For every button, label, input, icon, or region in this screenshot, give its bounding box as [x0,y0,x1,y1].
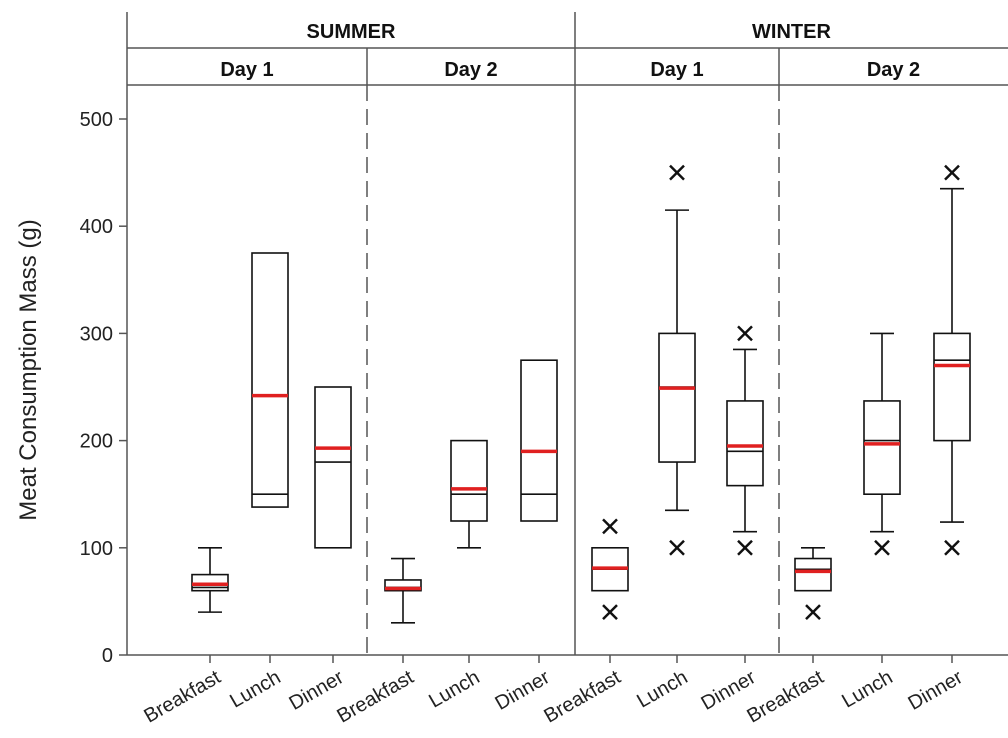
outlier-stroke [602,518,618,535]
x-tick-label: Breakfast [140,666,225,728]
y-tick-label: 400 [80,216,113,238]
box-lunch [450,439,488,549]
box-iqr [314,386,352,549]
box-iqr [933,332,971,442]
y-tick-label: 0 [102,645,113,667]
outlier-stroke [805,604,821,621]
box-dinner [314,386,352,549]
outlier-marker [874,539,890,556]
box-iqr [863,400,901,496]
y-tick-label: 200 [80,431,113,453]
season-header: SUMMER [307,21,396,43]
outlier-stroke [944,164,960,181]
season-header: WINTER [752,21,831,43]
box-lunch [251,252,289,508]
panel-headers: SUMMER WINTER Day 1 Day 2 Day 1 Day 2 [220,21,920,81]
outlier-marker [669,539,685,556]
outlier-stroke [669,539,685,556]
y-tick-label: 500 [80,109,113,131]
box-breakfast [591,518,629,621]
x-tick-label: Dinner [904,666,966,715]
outlier-stroke [737,325,753,342]
outlier-marker [805,604,821,621]
box-lunch [863,332,901,556]
x-tick-label: Lunch [838,666,896,712]
outlier-stroke [602,604,618,621]
x-tick-label: Breakfast [333,666,418,728]
box-breakfast [191,546,229,613]
x-tick-label: Breakfast [743,666,828,728]
y-axis-label: Meat Consumption Mass (g) [15,219,42,520]
outlier-stroke [944,539,960,556]
box-iqr [520,359,558,522]
x-tick-label: Lunch [425,666,483,712]
box-breakfast [384,557,422,624]
x-tick-label: Lunch [226,666,284,712]
day-header: Day 1 [650,59,703,81]
box-dinner [933,164,971,556]
outlier-marker [737,539,753,556]
outlier-stroke [669,164,685,181]
x-tick-label: Lunch [633,666,691,712]
outlier-marker [944,164,960,181]
box-iqr [251,252,289,508]
y-tick-label: 300 [80,323,113,345]
outlier-marker [669,164,685,181]
outlier-marker [944,539,960,556]
x-tick-label: Breakfast [540,666,625,728]
day-header: Day 2 [444,59,497,81]
box-lunch [658,164,696,556]
box-breakfast [794,546,832,621]
day-header: Day 2 [867,59,920,81]
box-series [191,164,971,624]
y-tick-label: 100 [80,538,113,560]
y-axis: 0 100 200 300 400 500 Meat Consumption Mass (g… [15,109,127,667]
outlier-marker [602,604,618,621]
box-iqr [794,557,832,592]
outlier-stroke [737,539,753,556]
day-header: Day 1 [220,59,273,81]
box-iqr [658,332,696,463]
box-dinner [726,325,764,556]
outlier-marker [737,325,753,342]
box-iqr [384,579,422,592]
box-iqr [450,439,488,522]
box-dinner [520,359,558,522]
outlier-stroke [874,539,890,556]
outlier-marker [602,518,618,535]
box-iqr [726,400,764,487]
